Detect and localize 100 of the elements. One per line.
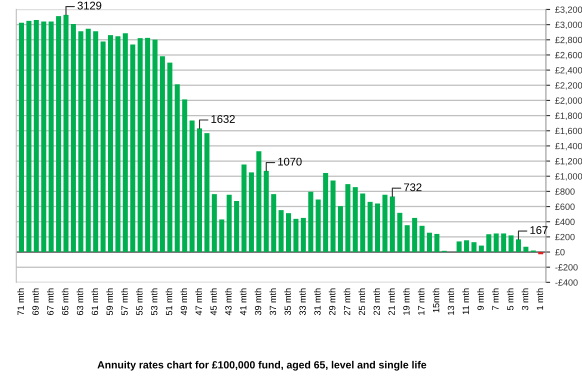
- bar: [108, 35, 114, 252]
- bar: [100, 41, 106, 252]
- bar: [122, 33, 128, 252]
- bar: [167, 62, 172, 252]
- y-tick-label: £2,000: [555, 97, 582, 105]
- text: Annuity rates chart for £100,000 fund, aged 65, level and single life: [97, 360, 426, 371]
- bar: [404, 225, 410, 252]
- x-tick-label: 9 mth: [477, 288, 484, 310]
- bar: [226, 194, 232, 252]
- bar: [152, 40, 158, 252]
- x-tick-label: 21 mth: [388, 288, 395, 316]
- y-tick-label: £1,400: [555, 142, 582, 150]
- y-tick-label: £2,800: [555, 36, 582, 44]
- data-label: 167: [530, 226, 548, 234]
- bar: [501, 233, 506, 252]
- bar: [426, 232, 432, 252]
- x-tick-label: 1 mth: [536, 288, 544, 310]
- x-tick-label: 51 mth: [166, 288, 172, 316]
- bar: [300, 218, 306, 252]
- bar: [352, 187, 358, 252]
- data-label: 1632: [211, 115, 235, 123]
- y-tick-label: £800: [555, 188, 575, 195]
- bar: [360, 194, 366, 252]
- y-tick-label: £1,200: [555, 158, 582, 166]
- bar: [434, 234, 440, 252]
- x-tick-label: 31 mth: [314, 288, 321, 316]
- bar: [41, 22, 46, 252]
- bar: [508, 235, 514, 252]
- bar: [115, 36, 120, 252]
- bar: [516, 239, 521, 252]
- x-tick-label: 25 mth: [358, 288, 366, 316]
- bar: [241, 164, 247, 252]
- y-tick-label: £1,800: [555, 112, 582, 120]
- x-tick-label: 55 mth: [136, 288, 143, 316]
- x-tick-label: 71 mth: [17, 288, 24, 316]
- bar: [375, 203, 380, 252]
- data-label: 1070: [278, 158, 302, 166]
- bar: [78, 31, 84, 252]
- bar: [219, 219, 224, 252]
- bar: [182, 99, 188, 252]
- x-tick-label: 29 mth: [328, 288, 336, 316]
- bar: [190, 120, 195, 252]
- bar: [56, 16, 62, 252]
- data-label: 732: [404, 183, 422, 192]
- y-tick-label: £3,000: [555, 22, 582, 30]
- x-tick-label: 33 mth: [299, 288, 306, 316]
- bar: [412, 218, 418, 252]
- bar: [420, 226, 425, 252]
- x-tick-label: 5 mth: [506, 288, 514, 310]
- bar: [63, 14, 69, 252]
- bar: [264, 170, 269, 252]
- bar: [478, 246, 484, 252]
- bar: [397, 212, 402, 252]
- bar: [278, 210, 284, 252]
- x-tick-label: 41 mth: [240, 288, 246, 316]
- bar: [308, 192, 314, 252]
- bar: [486, 234, 492, 252]
- x-tick-label: 39 mth: [254, 288, 262, 316]
- data-label: 3129: [78, 2, 102, 10]
- bar: [234, 201, 240, 252]
- y-tick-label: £400: [555, 218, 575, 226]
- x-tick-label: 53 mth: [150, 288, 158, 316]
- bar: [196, 128, 202, 252]
- y-tick-label: -£400: [555, 279, 578, 286]
- y-tick-label: £2,600: [555, 52, 582, 60]
- x-tick-label: 65 mth: [62, 288, 68, 316]
- bar: [145, 38, 150, 252]
- x-tick-label: 23 mth: [373, 288, 380, 316]
- bar: [256, 151, 262, 252]
- x-tick-label: 3 mth: [522, 288, 528, 310]
- y-tick-label: £0: [555, 249, 565, 256]
- x-tick-label: 57 mth: [121, 288, 128, 316]
- bar: [271, 194, 276, 252]
- bar: [368, 202, 373, 252]
- x-tick-label: 61 mth: [91, 288, 98, 316]
- x-tick-label: 67 mth: [46, 288, 54, 316]
- bar: [382, 194, 388, 252]
- x-tick-label: 11 mth: [462, 288, 469, 314]
- bar: [456, 241, 462, 252]
- bar: [204, 133, 210, 252]
- bar: [494, 233, 499, 252]
- x-tick-label: 17 mth: [418, 288, 424, 315]
- x-tick-label: 49 mth: [180, 288, 188, 316]
- bar: [93, 31, 98, 252]
- y-tick-label: -£200: [555, 264, 578, 271]
- x-tick-label: 43 mth: [224, 288, 232, 316]
- x-tick-label: 27 mth: [344, 288, 350, 316]
- y-tick-label: £2,200: [555, 82, 582, 90]
- x-tick-label: 15mth: [432, 288, 440, 312]
- x-tick-label: 69 mth: [32, 288, 39, 316]
- bar: [70, 24, 76, 252]
- y-tick-label: £2,400: [555, 67, 582, 75]
- bar: [86, 28, 91, 252]
- bar: [48, 22, 54, 252]
- x-tick-label: 45 mth: [210, 288, 217, 316]
- bar: [160, 56, 165, 252]
- bar: [174, 84, 180, 252]
- x-tick-label: 35 mth: [284, 288, 291, 316]
- bar: [248, 172, 254, 252]
- x-tick-label: 19 mth: [403, 288, 410, 315]
